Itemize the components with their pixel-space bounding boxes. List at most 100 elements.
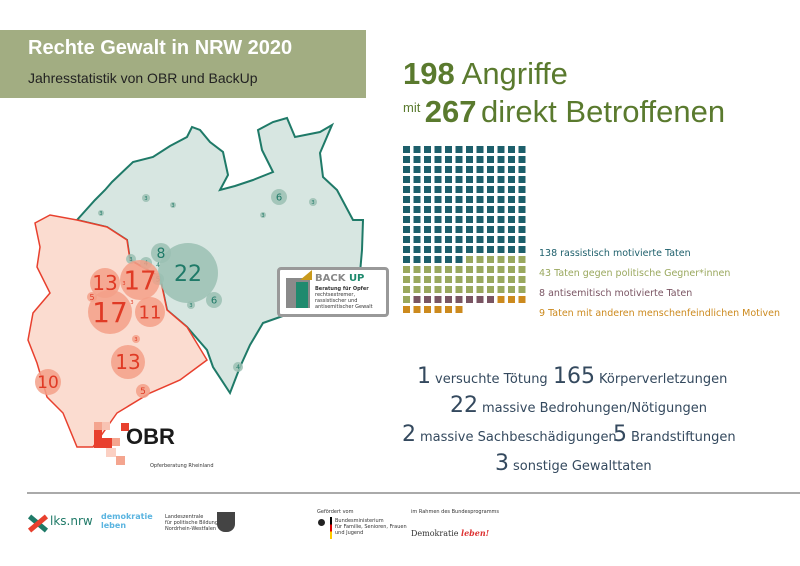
waffle-cell <box>413 296 421 303</box>
waffle-cell <box>434 246 442 253</box>
waffle-cell <box>413 186 421 193</box>
nrw-coat-of-arms-icon <box>217 512 235 532</box>
backup-bubble <box>158 243 218 303</box>
waffle-cell <box>487 186 494 193</box>
waffle-cell <box>497 196 505 203</box>
demokratie-leben-program-logo: Demokratie leben! <box>411 528 490 538</box>
waffle-cell <box>508 296 515 303</box>
demokratie-leben-logo: demokratie leben <box>101 512 153 530</box>
waffle-cell <box>434 156 442 163</box>
waffle-cell <box>487 256 494 263</box>
waffle-cell <box>455 146 463 153</box>
waffle-cell <box>518 196 526 203</box>
waffle-cell <box>487 176 494 183</box>
waffle-cell <box>445 236 452 243</box>
waffle-cell <box>508 276 515 283</box>
waffle-cell <box>434 216 442 223</box>
waffle-cell <box>424 246 431 253</box>
waffle-cell <box>476 256 484 263</box>
waffle-cell <box>413 236 421 243</box>
waffle-cell <box>508 176 515 183</box>
waffle-cell <box>466 206 473 213</box>
backup-bubble <box>151 243 171 263</box>
german-flag-bar <box>330 517 332 539</box>
waffle-cell <box>403 186 410 193</box>
waffle-cell <box>518 236 526 243</box>
obr-bubble <box>120 260 160 300</box>
waffle-cell <box>518 186 526 193</box>
waffle-cell <box>413 246 421 253</box>
waffle-cell <box>424 296 431 303</box>
waffle-cell <box>413 196 421 203</box>
waffle-cell <box>424 206 431 213</box>
waffle-cell <box>445 156 452 163</box>
waffle-cell <box>424 216 431 223</box>
waffle-cell <box>434 176 442 183</box>
footer-divider <box>27 492 800 494</box>
waffle-cell <box>466 276 473 283</box>
waffle-cell <box>403 286 410 293</box>
obr-bubble <box>88 290 132 334</box>
waffle-cell <box>455 266 463 273</box>
waffle-cell <box>518 276 526 283</box>
waffle-cell <box>497 296 505 303</box>
backup-bubble-label: 8 <box>157 246 166 262</box>
waffle-cell <box>466 256 473 263</box>
waffle-cell <box>497 236 505 243</box>
backup-title-a: BACK <box>315 273 346 284</box>
lks-logo: lks.nrw <box>50 514 93 528</box>
waffle-cell <box>403 176 410 183</box>
legend-political: 43 Taten gegen politische Gegner*innen <box>539 268 731 279</box>
waffle-cell <box>476 216 484 223</box>
backup-title-b: UP <box>348 273 365 284</box>
waffle-cell <box>434 256 442 263</box>
waffle-cell <box>487 266 494 273</box>
waffle-cell <box>497 276 505 283</box>
waffle-cell <box>476 246 484 253</box>
waffle-cell <box>518 266 526 273</box>
backup-line2: rechtsextremer, <box>315 292 356 298</box>
waffle-cell <box>403 296 410 303</box>
waffle-chart <box>403 146 526 313</box>
waffle-cell <box>487 206 494 213</box>
attacks-label: Angriffe <box>461 56 568 91</box>
waffle-cell <box>434 286 442 293</box>
obr-subtitle: Opferberatung Rheinland <box>150 463 214 469</box>
waffle-cell <box>403 266 410 273</box>
backup-bubble <box>260 212 266 218</box>
stat-arson: 5 Brandstiftungen <box>613 422 736 447</box>
page-title: Rechte Gewalt in NRW 2020 <box>28 37 293 59</box>
lks-logo-icon <box>27 513 49 533</box>
backup-bubble-label: 6 <box>211 296 217 307</box>
waffle-cell <box>508 226 515 233</box>
waffle-cell <box>455 186 463 193</box>
waffle-cell <box>455 206 463 213</box>
waffle-cell <box>445 166 452 173</box>
waffle-cell <box>445 206 452 213</box>
waffle-cell <box>434 166 442 173</box>
waffle-cell <box>403 276 410 283</box>
obr-bubble <box>87 292 97 302</box>
waffle-cell <box>413 226 421 233</box>
waffle-cell <box>413 266 421 273</box>
waffle-cell <box>434 206 442 213</box>
bmfsfj-logo: Bundesministerium für Familie, Senioren, … <box>335 518 407 536</box>
waffle-cell <box>403 146 410 153</box>
obr-bubble <box>135 297 165 327</box>
mit-label: mit <box>403 100 421 115</box>
waffle-cell <box>434 266 442 273</box>
legend-antisemitic: 8 antisemitisch motivierte Taten <box>539 288 693 299</box>
waffle-cell <box>466 286 473 293</box>
waffle-cell <box>476 206 484 213</box>
waffle-cell <box>413 176 421 183</box>
obr-bubble-label: 3 <box>130 300 133 306</box>
backup-line1: Beratung für Opfer <box>315 286 369 292</box>
page-subtitle: Jahresstatistik von OBR und BackUp <box>28 70 258 86</box>
waffle-cell <box>476 276 484 283</box>
waffle-cell <box>455 256 463 263</box>
waffle-cell <box>413 276 421 283</box>
waffle-cell <box>424 186 431 193</box>
waffle-cell <box>476 156 484 163</box>
waffle-cell <box>403 256 410 263</box>
waffle-cell <box>466 166 473 173</box>
